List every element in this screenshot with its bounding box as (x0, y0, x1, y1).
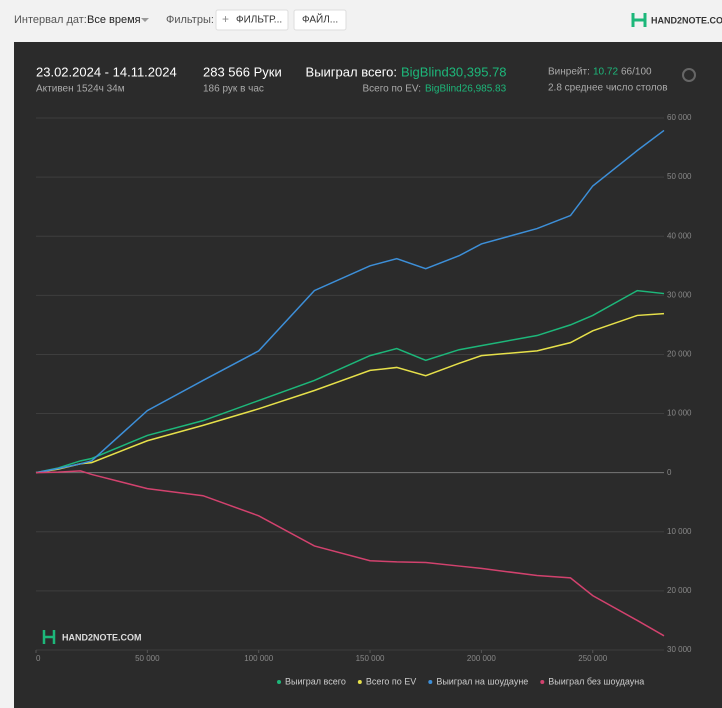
y-tick-label: 10 000 (667, 409, 692, 418)
legend-swatch (357, 680, 362, 684)
legend-swatch (428, 680, 433, 684)
legend-label: Выиграл без шоудауна (548, 676, 644, 686)
y-tick-label: 0 (667, 468, 672, 477)
panel (14, 42, 722, 708)
tables: 2.8 среднее число столов (548, 83, 668, 94)
x-tick-label: 250 000 (578, 654, 607, 663)
file-button-label: ФАЙЛ... (302, 13, 338, 26)
filters-label: Фильтры: (166, 14, 214, 26)
series-line (35, 312, 665, 474)
watermark: HAND2NOTE.COM (62, 632, 142, 642)
ev-label: Всего по EV: (362, 84, 421, 95)
winrate-label: Винрейт: (548, 67, 590, 78)
won-value: BigBlind30,395.78 (401, 64, 507, 79)
ev-value: BigBlind26,985.83 (425, 84, 507, 95)
settings-icon[interactable] (682, 68, 696, 82)
winrate-value: 10.72 (593, 67, 618, 78)
legend-swatch (540, 680, 545, 684)
series-line (35, 470, 665, 637)
series-line (35, 129, 665, 474)
dropdown-arrow (141, 18, 149, 22)
logo: HAND2NOTE.COM (651, 15, 722, 25)
winrate-unit: 66/100 (621, 67, 652, 78)
plus-icon: + (222, 12, 229, 26)
watermark-icon (42, 630, 56, 644)
y-tick-label: 40 000 (667, 231, 692, 240)
y-tick-label: 30 000 (667, 645, 692, 654)
y-tick-label: 50 000 (667, 172, 692, 181)
won-label: Выиграл всего: (306, 64, 397, 79)
date-label: Интервал дат: (14, 14, 87, 26)
hands: 283 566 Руки (203, 64, 282, 79)
filter-button-label: ФИЛЬТР... (236, 15, 282, 26)
y-tick-label: 20 000 (667, 350, 692, 359)
y-tick-label: 60 000 (667, 113, 692, 122)
legend-swatch (277, 680, 281, 684)
x-tick-label: 50 000 (135, 654, 160, 663)
legend-label: Выиграл на шоудауне (436, 676, 528, 686)
active-time: Активен 1524ч 34м (36, 84, 125, 95)
filter-button[interactable] (215, 9, 289, 31)
series-line (35, 289, 665, 474)
toolbar (0, 0, 722, 42)
x-tick-label: 150 000 (356, 654, 385, 663)
legend-label: Всего по EV (366, 676, 416, 686)
x-tick-label: 200 000 (467, 654, 496, 663)
x-tick-label: 0 (36, 654, 41, 663)
plot: 60 000 50 000 40 000 30 000 20 000 10 000 0 10 … (35, 113, 692, 686)
date-select[interactable]: Все время (87, 14, 141, 26)
legend-label: Выиграл всего (285, 676, 346, 686)
x-tick-label: 100 000 (244, 654, 273, 663)
y-tick-label: 10 000 (667, 527, 692, 536)
date-range: 23.02.2024 - 14.11.2024 (36, 64, 177, 79)
file-button[interactable] (293, 9, 347, 31)
logo-icon (631, 13, 647, 27)
y-tick-label: 30 000 (667, 290, 692, 299)
hands-per-hour: 186 рук в час (203, 84, 264, 95)
y-tick-label: 20 000 (667, 586, 692, 595)
